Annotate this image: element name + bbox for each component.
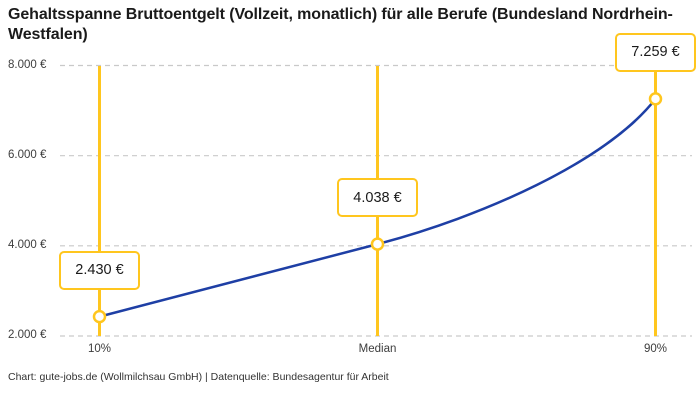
- data-point-Median: [370, 237, 385, 251]
- value-label-10-percent: 2.430 €: [59, 250, 140, 290]
- value-label-90-percent: 7.259 €: [615, 32, 696, 72]
- x-tick-90-percent: 90%: [643, 343, 668, 355]
- y-tick-2000: 2.000 €: [8, 329, 47, 341]
- chart-footer: Chart: gute-jobs.de (Wollmilchsau GmbH) …: [8, 371, 389, 383]
- x-tick-median: Median: [358, 343, 397, 355]
- value-label-median: 4.038 €: [337, 178, 418, 218]
- data-point-10%: [92, 309, 107, 324]
- y-tick-6000: 6.000 €: [8, 148, 47, 161]
- y-tick-8000: 8.000 €: [8, 58, 47, 71]
- chart-title: Gehaltsspanne Bruttoentgelt (Vollzeit, m…: [8, 6, 673, 43]
- data-point-90%: [648, 92, 663, 106]
- x-tick-10-percent: 10%: [87, 343, 112, 355]
- y-tick-4000: 4.000 €: [8, 238, 47, 251]
